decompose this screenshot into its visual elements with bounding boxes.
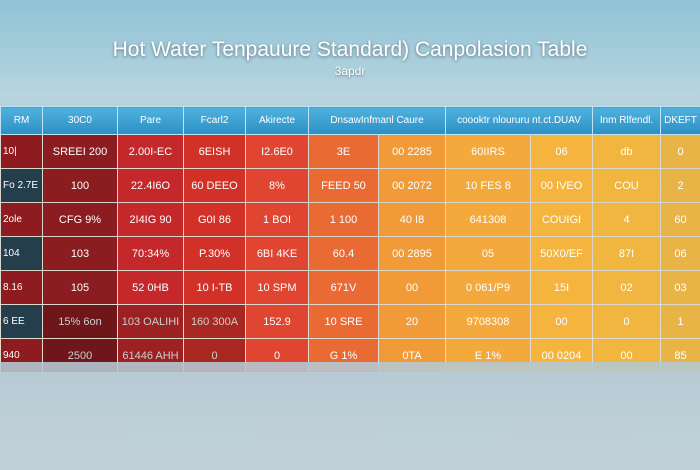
table-cell: 40 I8 xyxy=(378,202,446,237)
table-cell: 2I4IG 90 xyxy=(117,202,184,237)
table-cell: 8.16 xyxy=(0,270,43,305)
table-cell: 2ole xyxy=(0,202,43,237)
table-cell: COUIGI xyxy=(529,202,594,237)
table-cell: 6 EE xyxy=(0,304,43,339)
table-cell: 4 xyxy=(592,202,662,237)
table-cell: 87I xyxy=(592,236,662,271)
page-title: Hot Water Tenpauure Standard) Canpolasio… xyxy=(112,38,588,61)
comparison-table: RM 30C0 Pare Fcarl2 Akirecte DnsawInfman… xyxy=(0,106,700,373)
table-cell: 05 xyxy=(445,236,531,271)
table-row: 104 103 70:34% P.30% 6BI 4KE 60.4 00 2895 05 50X… xyxy=(0,236,700,271)
table-cell: 02 xyxy=(592,270,662,305)
table-cell: Fo 2.7E xyxy=(0,168,43,203)
column-header[interactable]: 30C0 xyxy=(42,106,118,135)
table-cell: 00 xyxy=(378,270,446,305)
table-cell: 60 xyxy=(660,202,700,237)
table-cell: 10 SPM xyxy=(245,270,309,305)
table-cell: FEED 50 xyxy=(308,168,379,203)
table-cell: 671V xyxy=(308,270,379,305)
table-cell: P.30% xyxy=(183,236,246,271)
table-cell: 100 xyxy=(42,168,118,203)
table-cell: I2.6E0 xyxy=(245,134,309,169)
table-cell: 15I xyxy=(529,270,594,305)
table-cell: 70:34% xyxy=(117,236,184,271)
table-cell: 00 2072 xyxy=(378,168,446,203)
column-header[interactable]: Akirecte xyxy=(245,106,309,135)
table-cell: 3E xyxy=(308,134,379,169)
column-header[interactable]: Pare xyxy=(117,106,184,135)
table-cell: 00 2895 xyxy=(378,236,446,271)
table-header-row: RM 30C0 Pare Fcarl2 Akirecte DnsawInfman… xyxy=(0,106,700,135)
table-cell: 20 xyxy=(378,304,446,339)
table-cell: 06 xyxy=(529,134,594,169)
table-cell: 0 xyxy=(592,304,662,339)
table-cell: 10| xyxy=(0,134,43,169)
table-cell: 104 xyxy=(0,236,43,271)
table-row: 6 EE 15% 6on 103 OALIHI 160 300A 152.9 10 SRE… xyxy=(0,304,700,339)
table-cell: 10 FES 8 xyxy=(445,168,531,203)
table-cell: 103 OALIHI xyxy=(117,304,184,339)
column-header[interactable]: DnsawInfmanl Caure xyxy=(308,106,446,135)
table-cell: 22.4I6O xyxy=(117,168,184,203)
table-cell: 6EISH xyxy=(183,134,246,169)
table-cell: 2.00I-EC xyxy=(117,134,184,169)
table-cell: 1 BOI xyxy=(245,202,309,237)
table-cell: SREEI 200 xyxy=(42,134,118,169)
table-row: 10| SREEI 200 2.00I-EC 6EISH I2.6E0 3E 00 2285… xyxy=(0,134,700,169)
table-cell: 1 xyxy=(660,304,700,339)
table-cell: 6BI 4KE xyxy=(245,236,309,271)
table-cell: 0 xyxy=(660,134,700,169)
table-cell: 50X0/EF xyxy=(529,236,594,271)
table-cell: 00 2285 xyxy=(378,134,446,169)
page-subtitle: 3apdr xyxy=(334,64,366,78)
background-haze xyxy=(0,362,700,470)
table-cell: 10 I-TB xyxy=(183,270,246,305)
table-cell: 00 IVEO xyxy=(529,168,594,203)
table-cell: 103 xyxy=(42,236,118,271)
table-cell: db xyxy=(592,134,662,169)
column-header[interactable]: Inm Rlfendl. xyxy=(592,106,662,135)
column-header[interactable]: Fcarl2 xyxy=(183,106,246,135)
column-header[interactable]: RM xyxy=(0,106,43,135)
table-cell: CFG 9% xyxy=(42,202,118,237)
table-cell: COU xyxy=(592,168,662,203)
table-cell: 0 061/P9 xyxy=(445,270,531,305)
table-cell: 152.9 xyxy=(245,304,309,339)
table-cell: 2 xyxy=(660,168,700,203)
table-cell: 60.4 xyxy=(308,236,379,271)
table-cell: 160 300A xyxy=(183,304,246,339)
table-cell: G0I 86 xyxy=(183,202,246,237)
table-row: Fo 2.7E 100 22.4I6O 60 DEEO 8% FEED 50 00 2072… xyxy=(0,168,700,203)
table-cell: 52 0HB xyxy=(117,270,184,305)
table-cell: 15% 6on xyxy=(42,304,118,339)
table-cell: 00 xyxy=(529,304,594,339)
table-cell: 9708308 xyxy=(445,304,531,339)
table-row: 8.16 105 52 0HB 10 I-TB 10 SPM 671V 00 0 061/P9… xyxy=(0,270,700,305)
table-cell: 1 100 xyxy=(308,202,379,237)
table-row: 2ole CFG 9% 2I4IG 90 G0I 86 1 BOI 1 100 40 I8 6… xyxy=(0,202,700,237)
table-cell: 60 DEEO xyxy=(183,168,246,203)
table-cell: 641308 xyxy=(445,202,531,237)
table-cell: 60IIRS xyxy=(445,134,531,169)
column-header[interactable]: coooktr nloururu nt.ct.DUAV xyxy=(444,106,594,135)
table-cell: 03 xyxy=(660,270,700,305)
table-cell: 8% xyxy=(245,168,309,203)
table-cell: 105 xyxy=(42,270,118,305)
table-cell: 10 SRE xyxy=(308,304,379,339)
table-cell: 06 xyxy=(660,236,700,271)
column-header[interactable]: DKEFT xyxy=(660,106,700,135)
